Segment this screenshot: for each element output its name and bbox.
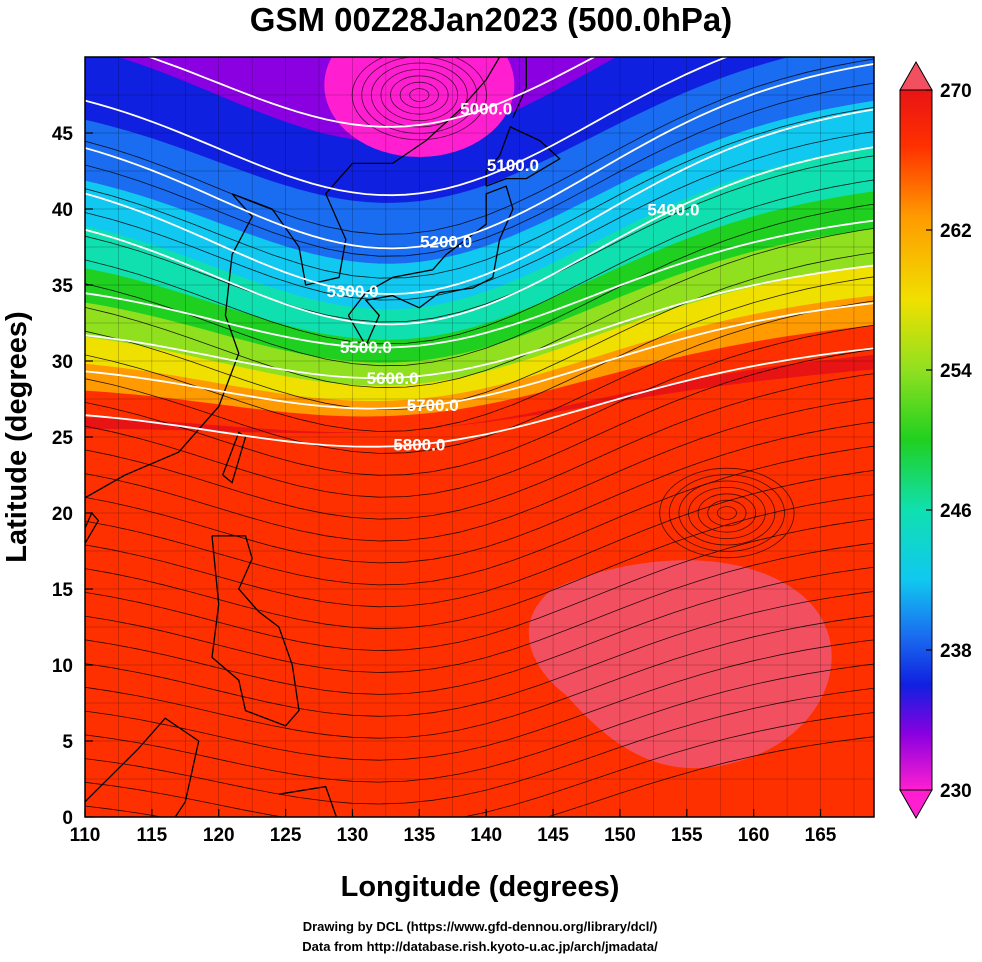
coast-borneo [85,717,200,817]
colorbar-label: 254 [940,361,972,382]
colorbar-bottom-arrow [899,789,933,820]
contour-line-5700 [85,302,874,410]
y-tick-label: 5 [62,732,73,753]
coast-taiwan [222,431,247,484]
lat-lon-grid [85,57,874,817]
coast-japan [347,185,514,348]
x-tick-label: 135 [403,825,435,846]
y-tick-label: 30 [52,352,73,373]
contour-label-5100: 5100.0 [487,156,539,175]
contour-label-5700: 5700.0 [407,396,459,415]
coast-asia [85,57,501,499]
height-contours: 5000.0 5100.0 5200.0 5300.0 5400.0 5500.0 5600… [85,57,874,454]
colorbar-label: 246 [940,501,972,522]
colorbar-label: 238 [940,641,972,662]
colorbar: 270 262 254 246 238 230 [899,60,972,820]
x-tick-label: 120 [203,825,235,846]
contour-label-5400: 5400.0 [647,201,699,220]
y-tick-label: 25 [52,428,74,449]
x-tick-label: 155 [671,825,703,846]
y-tick-label: 10 [52,656,73,677]
contour-label-5200: 5200.0 [420,233,472,252]
contour-line-5100 [85,57,729,197]
x-axis-label: Longitude (degrees) [341,871,620,903]
x-tick-label: 110 [70,825,101,846]
contour-line-5000 [146,57,597,128]
contour-label-5300: 5300.0 [326,282,378,301]
coast-hokkaido [485,126,561,187]
map-title: GSM 00Z28Jan2023 (500.0hPa) [249,1,733,38]
x-tick-label: 160 [738,825,770,846]
x-axis-ticks: 110 115 120 125 130 135 140 145 150 155 160 165 [70,809,837,846]
x-tick-label: 130 [337,825,369,846]
x-tick-label: 165 [805,825,837,846]
x-tick-label: 140 [470,825,502,846]
colorbar-label: 230 [940,781,972,802]
colorbar-label: 262 [940,221,972,242]
streamline [85,736,874,817]
contour-line-5500 [85,219,874,349]
y-tick-label: 35 [52,276,74,297]
colorbar-top-arrow [899,60,933,91]
x-tick-label: 150 [604,825,636,846]
y-tick-label: 15 [52,580,74,601]
x-tick-label: 145 [537,825,569,846]
coast-philippines [211,535,300,727]
x-tick-label: 125 [270,825,302,846]
contour-line-5400 [85,146,874,326]
contour-line-5600 [85,264,874,380]
contour-line-5300 [85,108,874,295]
y-axis-ticks: 0 5 10 15 20 25 30 35 40 45 [52,124,93,829]
y-tick-label: 40 [52,200,73,221]
contour-line-5800 [85,347,874,448]
contour-label-5000: 5000.0 [460,99,512,118]
temperature-bands [85,57,874,817]
colorbar-scale [899,89,933,791]
x-tick-label: 115 [137,825,168,846]
contour-label-5500: 5500.0 [340,338,392,357]
coast-hainan [85,511,100,544]
y-tick-label: 20 [52,504,73,525]
y-tick-label: 0 [62,808,73,829]
plot-area: 5000.0 5100.0 5200.0 5300.0 5400.0 5500.0 5600… [85,57,874,817]
coast-sakhalin [512,57,527,119]
coast-moluccas [278,785,338,817]
credit-drawing: Drawing by DCL (https://www.gfd-dennou.o… [302,919,658,934]
contour-label-5600: 5600.0 [367,369,419,388]
colorbar-label: 270 [940,81,972,102]
y-tick-label: 45 [52,124,74,145]
contour-line-5200 [85,62,874,250]
credit-data: Data from http://database.rish.kyoto-u.a… [302,939,658,954]
coastlines [85,57,561,817]
y-axis-label: Latitude (degrees) [1,311,33,562]
contour-label-5800: 5800.0 [393,435,445,454]
